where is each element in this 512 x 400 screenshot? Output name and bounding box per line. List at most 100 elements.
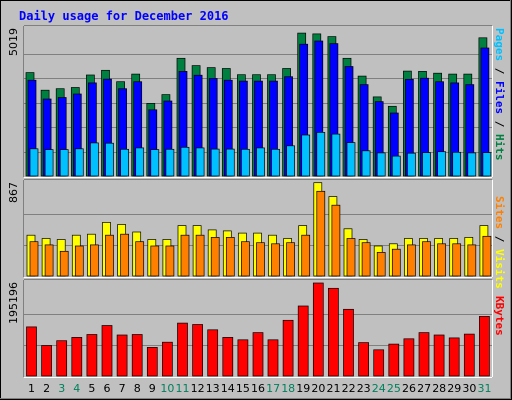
bar-pages-day-23 — [361, 150, 371, 177]
x-tick-label-day-16: 16 — [251, 382, 265, 395]
bar-kbytes-day-14 — [222, 337, 234, 377]
panel-visits-sites: 867 Sites / Visits — [7, 179, 506, 289]
bar-kbytes-day-16 — [252, 332, 264, 377]
x-tick-label-day-5: 5 — [88, 382, 95, 395]
bar-pages-day-19 — [301, 134, 311, 177]
legend-part: Sites — [493, 196, 506, 229]
bar-pages-day-25 — [391, 155, 401, 177]
x-tick-label-day-8: 8 — [134, 382, 141, 395]
x-tick-label-day-23: 23 — [357, 382, 371, 395]
bar-sites-day-5 — [90, 244, 99, 277]
bar-kbytes-day-10 — [162, 341, 173, 377]
panel-hits-files-pages: 5019 Pages / Files / Hits — [7, 25, 506, 178]
x-tick-label-day-4: 4 — [73, 382, 80, 395]
x-tick-label-day-11: 11 — [176, 382, 190, 395]
bar-sites-day-20 — [316, 190, 326, 277]
x-tick-label-day-21: 21 — [327, 382, 341, 395]
x-tick-label-day-27: 27 — [417, 382, 431, 395]
bar-kbytes-day-9 — [146, 347, 158, 377]
bar-pages-day-17 — [271, 148, 280, 177]
bar-pages-day-15 — [241, 148, 250, 177]
bar-kbytes-day-1 — [26, 326, 37, 377]
x-tick-label-day-31: 31 — [478, 382, 492, 395]
bar-kbytes-day-6 — [101, 325, 113, 377]
x-tick-label-day-29: 29 — [447, 382, 461, 395]
legend-part: Pages — [493, 28, 506, 61]
bar-sites-day-3 — [59, 250, 69, 277]
bar-pages-day-30 — [467, 152, 477, 177]
bar-kbytes-day-17 — [267, 339, 279, 377]
bar-kbytes-day-30 — [463, 333, 475, 377]
x-tick-label-day-13: 13 — [206, 382, 220, 395]
bar-sites-day-27 — [422, 241, 431, 277]
bar-kbytes-day-7 — [116, 334, 128, 377]
x-tick-label-day-6: 6 — [104, 382, 111, 395]
legend-part: KBytes — [493, 296, 506, 336]
bar-pages-day-13 — [210, 148, 220, 177]
bar-sites-day-26 — [407, 244, 416, 277]
bar-pages-day-24 — [376, 152, 386, 177]
bar-sites-day-10 — [165, 245, 175, 277]
bar-kbytes-day-27 — [418, 332, 430, 377]
panel-kbytes: 195196 KBytes — [7, 279, 506, 378]
x-tick-label-day-18: 18 — [281, 382, 295, 395]
bar-kbytes-day-19 — [297, 305, 309, 377]
x-tick-label-day-17: 17 — [266, 382, 280, 395]
bar-sites-day-9 — [150, 245, 160, 277]
bar-sites-day-12 — [195, 234, 205, 277]
bar-pages-day-26 — [407, 152, 416, 177]
bar-sites-day-6 — [105, 234, 114, 277]
legend-part: / — [493, 61, 506, 81]
legend-part: / — [493, 229, 506, 249]
y-max-label: 867 — [7, 182, 20, 203]
chart-panels: 5019 Pages / Files / Hits 867 Sites / Visit… — [7, 25, 506, 378]
bar-kbytes-day-4 — [71, 337, 83, 377]
bar-kbytes-day-18 — [282, 319, 294, 377]
bar-sites-day-21 — [331, 204, 341, 277]
bar-sites-day-14 — [225, 237, 235, 277]
y-max-label: 195196 — [7, 282, 20, 324]
x-tick-label-day-10: 10 — [160, 382, 174, 395]
x-axis-tick-labels: 1 2 3 4 5 6 7 8 9 10 11 12 13 14 15 16 17 18 19 20 21 22 23 24 2… — [28, 382, 492, 395]
bar-sites-day-25 — [391, 248, 401, 277]
bar-kbytes-day-8 — [131, 334, 143, 377]
bar-pages-day-8 — [135, 147, 145, 177]
bar-pages-day-4 — [74, 148, 84, 177]
bar-kbytes-day-23 — [358, 342, 369, 377]
bar-kbytes-day-31 — [479, 316, 490, 377]
x-tick-label-day-15: 15 — [236, 382, 250, 395]
bar-sites-day-28 — [437, 243, 446, 277]
bar-kbytes-day-24 — [373, 349, 385, 377]
x-tick-label-day-14: 14 — [221, 382, 235, 395]
x-tick-label-day-2: 2 — [43, 382, 50, 395]
chart-title: Daily usage for December 2016 — [19, 9, 229, 23]
bar-sites-day-17 — [271, 243, 280, 277]
bar-pages-day-3 — [59, 149, 69, 177]
bar-kbytes-day-15 — [237, 339, 249, 377]
bar-sites-day-30 — [467, 244, 477, 277]
x-tick-label-day-7: 7 — [119, 382, 126, 395]
bar-pages-day-29 — [452, 151, 462, 177]
x-tick-label-day-25: 25 — [387, 382, 401, 395]
bar-pages-day-11 — [180, 146, 190, 177]
x-tick-label-day-12: 12 — [191, 382, 205, 395]
x-tick-label-day-28: 28 — [432, 382, 446, 395]
y-max-label: 5019 — [7, 28, 20, 56]
bar-kbytes-day-25 — [388, 343, 400, 377]
bar-pages-day-27 — [422, 152, 431, 177]
bar-sites-day-8 — [135, 241, 145, 277]
bar-kbytes-day-13 — [207, 329, 219, 377]
bar-pages-day-5 — [90, 142, 99, 177]
legend-part: Visits — [493, 249, 506, 289]
bar-pages-day-10 — [165, 148, 175, 177]
bar-sites-day-23 — [361, 242, 371, 277]
bar-pages-day-21 — [331, 133, 341, 177]
bar-kbytes-day-21 — [328, 287, 339, 377]
bar-kbytes-day-12 — [192, 324, 203, 377]
bar-sites-day-16 — [256, 242, 265, 277]
bar-kbytes-day-20 — [312, 282, 324, 377]
bar-sites-day-22 — [346, 238, 356, 277]
bar-pages-day-9 — [150, 149, 160, 177]
series-legend-label: Pages / Files / Hits — [493, 28, 506, 161]
